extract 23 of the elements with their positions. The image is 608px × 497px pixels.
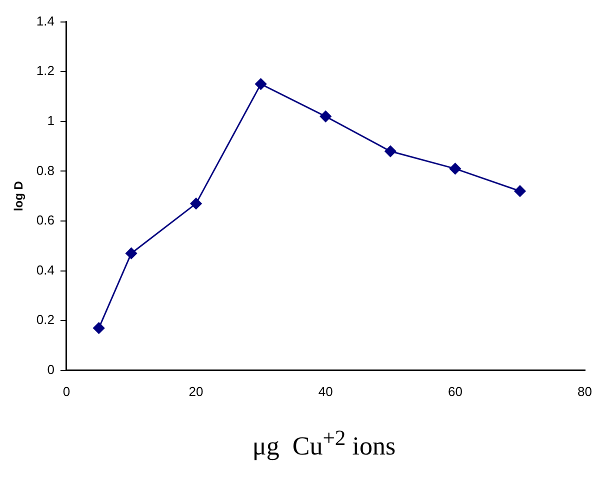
x-axis-title: μg Cu$^{+2}$ ions [251, 426, 397, 462]
point [93, 322, 105, 334]
point [449, 162, 461, 174]
y-tick-label: 0.2 [36, 312, 54, 328]
x-tick-label: 20 [188, 384, 204, 399]
y-tick-label: 1 [47, 112, 54, 128]
y-axis-title: log D [12, 180, 26, 212]
point [384, 146, 396, 158]
point [255, 78, 267, 90]
y-tick-label: 1.2 [36, 63, 54, 78]
x-tick-label: 60 [448, 384, 462, 399]
y-tick-label: 1.4 [36, 13, 54, 28]
y-tick-label: 0.4 [36, 262, 54, 278]
x-tick-label: 0 [62, 384, 70, 399]
point [126, 248, 138, 260]
y-tick-label: 0 [47, 362, 54, 377]
x-tick-label: 40 [318, 384, 333, 399]
point [514, 185, 526, 197]
y-tick-label: 0.8 [36, 162, 54, 178]
point [320, 110, 332, 122]
y-tick-label: 0.6 [36, 212, 54, 228]
point [190, 198, 202, 210]
x-tick-label: 80 [578, 384, 592, 399]
